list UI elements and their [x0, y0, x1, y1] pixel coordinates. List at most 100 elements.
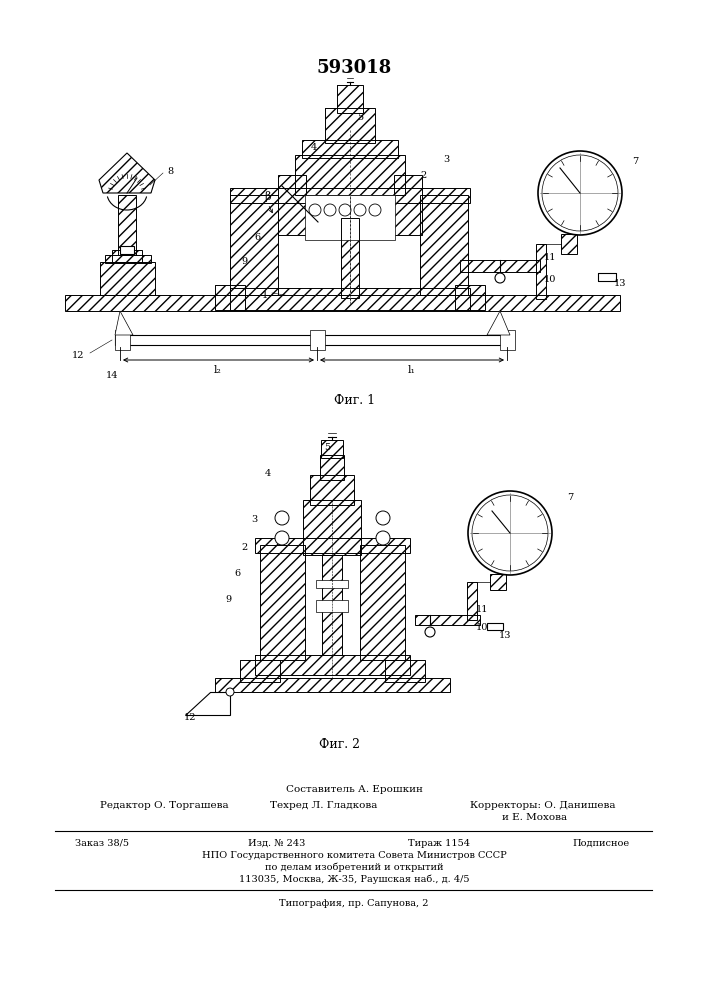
Bar: [230, 188, 470, 203]
Bar: [115, 330, 130, 350]
Text: 113035, Москва, Ж-35, Раушская наб., д. 4/5: 113035, Москва, Ж-35, Раушская наб., д. …: [239, 874, 469, 884]
Bar: [260, 545, 305, 660]
Circle shape: [376, 531, 390, 545]
Polygon shape: [115, 311, 133, 335]
Circle shape: [339, 204, 351, 216]
Text: 5: 5: [324, 442, 330, 452]
Bar: [303, 500, 361, 555]
Bar: [100, 262, 155, 295]
Bar: [385, 660, 425, 682]
Text: 13: 13: [614, 278, 626, 288]
Text: 10: 10: [476, 622, 489, 632]
Text: 7: 7: [632, 157, 638, 166]
Circle shape: [376, 511, 390, 525]
Text: 10: 10: [544, 275, 556, 284]
Text: 12: 12: [184, 714, 197, 722]
Bar: [118, 195, 136, 255]
Text: Фиг. 2: Фиг. 2: [320, 738, 361, 752]
Bar: [322, 555, 342, 655]
Circle shape: [542, 155, 618, 231]
Bar: [255, 655, 410, 675]
Bar: [420, 195, 468, 295]
Bar: [325, 108, 375, 143]
Bar: [295, 155, 405, 195]
Circle shape: [425, 627, 435, 637]
Text: β: β: [264, 190, 271, 202]
Bar: [255, 655, 410, 675]
Text: 9: 9: [241, 257, 247, 266]
Bar: [337, 85, 363, 113]
Bar: [115, 335, 505, 345]
Circle shape: [309, 204, 321, 216]
Bar: [310, 475, 354, 505]
Bar: [455, 285, 485, 310]
Bar: [310, 330, 325, 350]
Bar: [310, 475, 354, 505]
Circle shape: [354, 204, 366, 216]
Bar: [230, 195, 278, 295]
Text: l₁: l₁: [408, 365, 416, 375]
Bar: [561, 234, 577, 254]
Bar: [394, 175, 422, 235]
Bar: [487, 623, 503, 630]
Text: 1: 1: [262, 290, 268, 300]
Polygon shape: [487, 311, 510, 335]
Bar: [322, 555, 342, 655]
Text: l₂: l₂: [214, 365, 222, 375]
Bar: [467, 582, 477, 620]
Bar: [65, 295, 620, 311]
Bar: [316, 600, 348, 612]
Bar: [303, 500, 361, 555]
Text: Подписное: Подписное: [572, 838, 629, 848]
Bar: [302, 140, 398, 158]
Bar: [561, 234, 577, 254]
Bar: [260, 545, 305, 660]
Text: 5: 5: [357, 112, 363, 121]
Circle shape: [275, 511, 289, 525]
Polygon shape: [185, 692, 230, 715]
Text: Редактор О. Торгашева: Редактор О. Торгашева: [100, 802, 228, 810]
Bar: [230, 288, 470, 310]
Bar: [215, 285, 245, 310]
Bar: [278, 175, 306, 235]
Bar: [455, 285, 485, 310]
Bar: [302, 140, 398, 158]
Bar: [598, 273, 616, 281]
Bar: [316, 580, 348, 588]
Text: Корректоры: О. Данишева: Корректоры: О. Данишева: [470, 802, 616, 810]
Bar: [460, 260, 540, 272]
Bar: [255, 538, 410, 553]
Bar: [536, 244, 546, 299]
Bar: [360, 545, 405, 660]
Bar: [467, 582, 477, 620]
Text: и Е. Мохова: и Е. Мохова: [502, 814, 567, 822]
Text: 7: 7: [567, 493, 573, 502]
Text: Составитель А. Ерошкин: Составитель А. Ерошкин: [286, 786, 423, 794]
Text: 2: 2: [421, 170, 427, 180]
Bar: [321, 440, 343, 458]
Text: 4: 4: [311, 143, 317, 152]
Bar: [490, 574, 506, 590]
Bar: [320, 455, 344, 480]
Bar: [120, 246, 134, 254]
Text: Заказ 38/5: Заказ 38/5: [75, 838, 129, 848]
Bar: [240, 660, 280, 682]
Circle shape: [369, 204, 381, 216]
Bar: [215, 285, 245, 310]
Circle shape: [275, 531, 289, 545]
Bar: [112, 250, 142, 262]
Bar: [240, 660, 280, 682]
Circle shape: [472, 495, 548, 571]
Bar: [65, 295, 620, 311]
Circle shape: [538, 151, 622, 235]
Text: 12: 12: [71, 351, 84, 360]
Bar: [100, 262, 155, 295]
Bar: [394, 175, 422, 235]
Bar: [230, 195, 278, 295]
Text: НПО Государственного комитета Совета Министров СССР: НПО Государственного комитета Совета Мин…: [201, 850, 506, 859]
Bar: [321, 440, 343, 458]
Text: 4: 4: [265, 470, 271, 479]
Text: 8: 8: [167, 167, 173, 176]
Text: 11: 11: [476, 605, 489, 614]
Bar: [415, 615, 480, 625]
